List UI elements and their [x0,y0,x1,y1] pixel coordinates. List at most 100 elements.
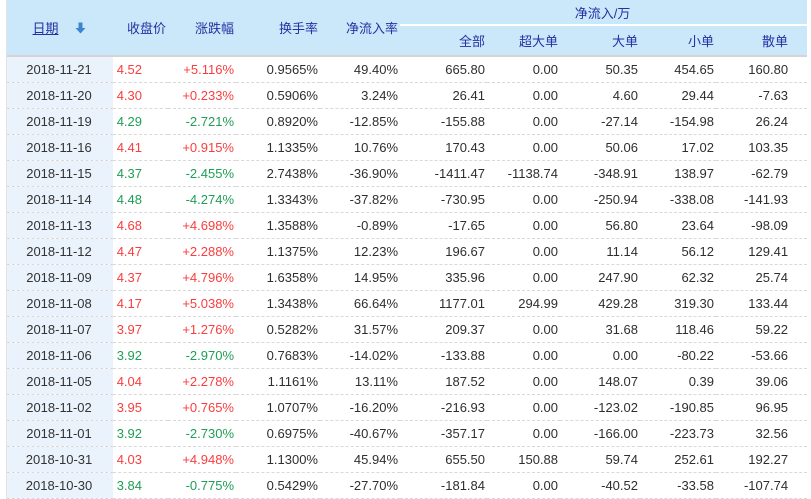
cell-date: 2018-11-14 [7,186,113,213]
cell-small: -33.58 [640,472,716,499]
cell-close: 4.47 [113,238,168,265]
column-header-net-inflow-group: 净流入/万 [400,0,808,26]
column-header-close: 收盘价 [113,0,168,56]
cell-small: 56.12 [640,238,716,265]
cell-date: 2018-10-30 [7,472,113,499]
cell-change: +4.698% [168,212,236,239]
column-header-all: 全部 [400,25,487,56]
cell-date: 2018-11-07 [7,316,113,343]
cell-change: +0.765% [168,394,236,421]
table-row: 2018-11-12 4.47 +2.288% 1.1375% 12.23% 1… [7,238,808,265]
cell-change: -2.455% [168,160,236,187]
cell-all: -216.93 [400,394,487,421]
cell-turnover: 0.5429% [236,472,320,499]
cell-close: 4.41 [113,134,168,161]
cell-inflow-rate: -36.90% [320,160,400,187]
cell-large: -348.91 [560,160,640,187]
cell-small: 118.46 [640,316,716,343]
cell-turnover: 1.3343% [236,186,320,213]
cell-change: -2.970% [168,342,236,369]
cell-small: -338.08 [640,186,716,213]
column-header-turnover: 换手率 [236,0,320,56]
cell-close: 4.48 [113,186,168,213]
cell-turnover: 1.1375% [236,238,320,265]
cell-small: 454.65 [640,56,716,83]
cell-turnover: 1.1161% [236,368,320,395]
column-header-date[interactable]: 日期 [7,0,113,56]
cell-close: 3.92 [113,420,168,447]
cell-retail: 26.24 [716,108,808,135]
cell-all: 187.52 [400,368,487,395]
cell-close: 3.84 [113,472,168,499]
cell-close: 3.92 [113,342,168,369]
cell-inflow-rate: -14.02% [320,342,400,369]
cell-super-large: 0.00 [487,56,560,83]
cell-super-large: 0.00 [487,238,560,265]
cell-inflow-rate: 45.94% [320,446,400,473]
cell-retail: 133.44 [716,290,808,317]
cell-large: 429.28 [560,290,640,317]
cell-super-large: 0.00 [487,420,560,447]
cell-inflow-rate: -27.70% [320,472,400,499]
cell-small: -154.98 [640,108,716,135]
table-row: 2018-11-08 4.17 +5.038% 1.3438% 66.64% 1… [7,290,808,317]
cell-date: 2018-10-31 [7,446,113,473]
cell-date: 2018-11-16 [7,134,113,161]
table-row: 2018-11-20 4.30 +0.233% 0.5906% 3.24% 26… [7,82,808,109]
cell-all: 335.96 [400,264,487,291]
cell-close: 4.37 [113,160,168,187]
cell-change: +1.276% [168,316,236,343]
cell-inflow-rate: -0.89% [320,212,400,239]
cell-retail: 96.95 [716,394,808,421]
cell-change: +4.948% [168,446,236,473]
table-row: 2018-11-19 4.29 -2.721% 0.8920% -12.85% … [7,108,808,135]
cell-large: 50.35 [560,56,640,83]
cell-large: 148.07 [560,368,640,395]
cell-super-large: 294.99 [487,290,560,317]
cell-retail: -107.74 [716,472,808,499]
cell-change: +5.116% [168,56,236,83]
cell-change: -2.730% [168,420,236,447]
cell-inflow-rate: 3.24% [320,82,400,109]
cell-retail: 32.56 [716,420,808,447]
cell-inflow-rate: -40.67% [320,420,400,447]
table-row: 2018-10-30 3.84 -0.775% 0.5429% -27.70% … [7,472,808,499]
cell-large: 31.68 [560,316,640,343]
cell-inflow-rate: 66.64% [320,290,400,317]
cell-super-large: 0.00 [487,264,560,291]
table-row: 2018-11-07 3.97 +1.276% 0.5282% 31.57% 2… [7,316,808,343]
cell-turnover: 1.1335% [236,134,320,161]
sort-descending-icon[interactable] [75,22,86,34]
cell-small: -223.73 [640,420,716,447]
cell-turnover: 1.6358% [236,264,320,291]
cell-inflow-rate: 49.40% [320,56,400,83]
cell-date: 2018-11-01 [7,420,113,447]
cell-all: 1177.01 [400,290,487,317]
cell-small: 252.61 [640,446,716,473]
cell-turnover: 0.5282% [236,316,320,343]
cell-turnover: 0.9565% [236,56,320,83]
cell-all: -133.88 [400,342,487,369]
cell-inflow-rate: 31.57% [320,316,400,343]
cell-all: 209.37 [400,316,487,343]
table-row: 2018-11-13 4.68 +4.698% 1.3588% -0.89% -… [7,212,808,239]
column-header-small: 小单 [640,25,716,56]
cell-large: -27.14 [560,108,640,135]
cell-super-large: -1138.74 [487,160,560,187]
cell-small: -190.85 [640,394,716,421]
date-sort-link[interactable]: 日期 [32,21,59,36]
column-header-large: 大单 [560,25,640,56]
cell-all: -1411.47 [400,160,487,187]
table-row: 2018-11-15 4.37 -2.455% 2.7438% -36.90% … [7,160,808,187]
cell-inflow-rate: 13.11% [320,368,400,395]
cell-close: 3.97 [113,316,168,343]
cell-inflow-rate: 12.23% [320,238,400,265]
cell-turnover: 1.3588% [236,212,320,239]
cell-small: 29.44 [640,82,716,109]
cell-small: 23.64 [640,212,716,239]
cell-super-large: 0.00 [487,134,560,161]
column-header-change: 涨跌幅 [168,0,236,56]
cell-retail: 160.80 [716,56,808,83]
table-row: 2018-11-02 3.95 +0.765% 1.0707% -16.20% … [7,394,808,421]
cell-small: 62.32 [640,264,716,291]
